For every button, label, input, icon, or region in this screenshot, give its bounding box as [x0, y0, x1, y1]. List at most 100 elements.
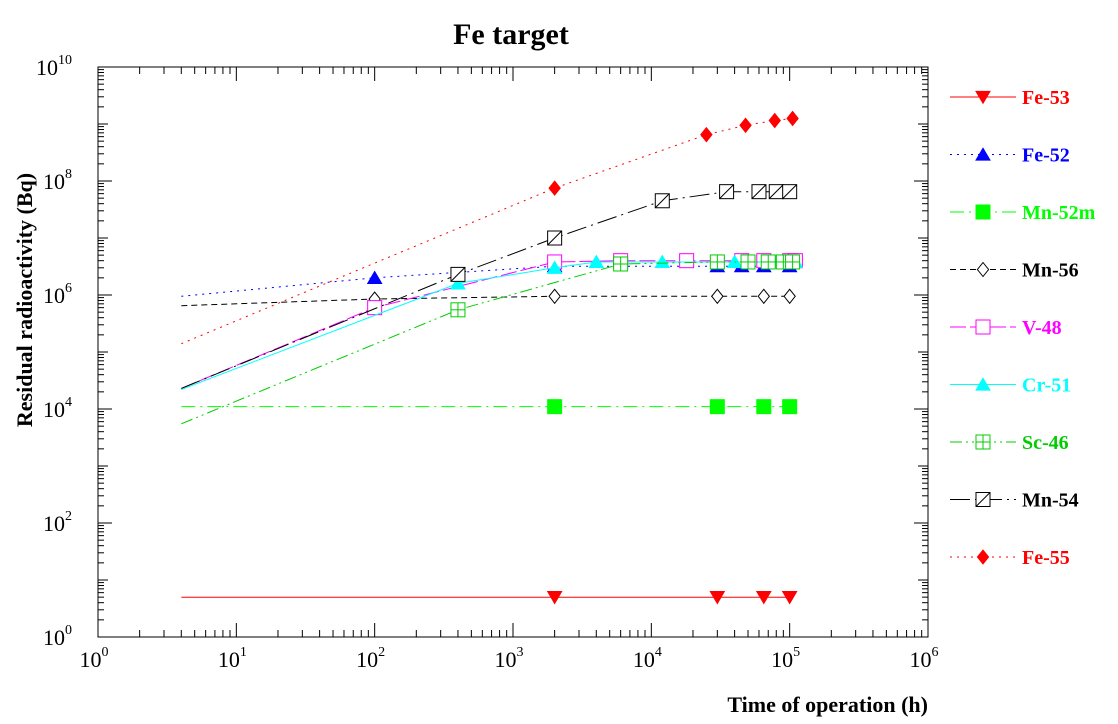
y-tick-label-exponent: 0 — [65, 623, 72, 638]
chart-title: Fe target — [453, 18, 569, 51]
data-point-marker — [786, 110, 799, 127]
series-mn-56 — [181, 288, 796, 307]
plot-area-frame — [97, 66, 929, 638]
x-tick-label: 100 — [80, 645, 109, 672]
y-tick-label-base: 10 — [43, 169, 65, 194]
data-point-marker — [654, 193, 670, 209]
y-tick-label-exponent: 4 — [65, 395, 72, 410]
x-tick-label-base: 10 — [910, 647, 932, 672]
series-line — [181, 260, 796, 389]
series-line — [181, 261, 793, 425]
legend-label: Cr-51 — [1022, 375, 1071, 397]
x-tick-label-base: 10 — [771, 647, 793, 672]
x-tick-label-base: 10 — [218, 647, 240, 672]
data-point-marker — [548, 288, 561, 305]
x-tick-label-exponent: 1 — [240, 645, 247, 660]
data-point-marker — [740, 254, 756, 270]
y-tick-label-exponent: 6 — [65, 281, 72, 296]
legend-item: Fe-55 — [950, 547, 1070, 569]
series-v-48 — [181, 253, 803, 389]
x-tick-label-base: 10 — [356, 647, 378, 672]
series-fe-55 — [181, 110, 799, 345]
data-point-marker — [975, 147, 991, 161]
y-tick-label-base: 10 — [43, 397, 65, 422]
x-tick-label-exponent: 2 — [378, 645, 385, 660]
data-point-marker — [719, 184, 735, 200]
x-tick-label-base: 10 — [80, 647, 102, 672]
y-tick-label: 104 — [43, 395, 72, 422]
data-point-marker — [546, 260, 563, 274]
legend-item: Mn-52m — [950, 202, 1096, 224]
data-point-marker — [781, 591, 798, 605]
data-point-marker — [757, 288, 771, 305]
legend-label: Mn-56 — [1022, 260, 1079, 282]
legend-label: Mn-54 — [1022, 490, 1079, 512]
legend: Fe-53 Fe-52 Mn-52m Mn-56 V-48 Cr-51 Sc-46 Mn-54… — [950, 87, 1096, 569]
data-point-marker — [975, 204, 991, 220]
data-point-marker — [654, 254, 671, 269]
data-point-marker — [768, 112, 781, 129]
x-tick-label-exponent: 4 — [655, 645, 662, 660]
series-cr-51 — [181, 254, 804, 390]
series-fe-53 — [181, 591, 798, 605]
data-point-marker — [975, 377, 991, 391]
y-tick-label: 1010 — [36, 53, 72, 80]
data-point-marker — [366, 270, 383, 284]
data-point-marker — [782, 184, 798, 200]
series-layer — [181, 110, 804, 605]
y-tick-label-base: 10 — [43, 625, 65, 650]
y-tick-label: 106 — [43, 281, 72, 308]
x-tick-label: 102 — [356, 645, 385, 672]
data-point-marker — [711, 288, 724, 305]
data-point-marker — [756, 399, 772, 415]
y-tick-label: 102 — [43, 509, 72, 536]
data-point-marker — [547, 399, 563, 415]
x-tick-label-base: 10 — [495, 647, 517, 672]
data-point-marker — [588, 254, 605, 269]
x-tick-label: 104 — [633, 645, 662, 672]
y-tick-label-base: 10 — [43, 511, 65, 536]
y-tick-label: 100 — [43, 623, 72, 650]
series-mn-54 — [181, 184, 798, 389]
series-sc-46 — [181, 254, 801, 425]
x-tick-label-base: 10 — [633, 647, 655, 672]
x-tick-label: 103 — [495, 645, 524, 672]
data-point-marker — [613, 256, 629, 272]
legend-item: Sc-46 — [950, 432, 1069, 454]
legend-label: Fe-55 — [1022, 547, 1070, 569]
data-point-marker — [367, 300, 383, 316]
data-point-marker — [760, 254, 776, 270]
legend-item: Mn-56 — [950, 260, 1079, 282]
legend-item: Fe-53 — [950, 87, 1070, 109]
legend-item: V-48 — [950, 317, 1062, 339]
y-tick-label-base: 10 — [36, 55, 58, 80]
data-point-marker — [546, 591, 563, 605]
x-axis-label: Time of operation (h) — [727, 692, 928, 717]
x-tick-label-exponent: 6 — [932, 645, 939, 660]
data-point-marker — [739, 117, 752, 134]
x-tick-label: 105 — [771, 645, 800, 672]
legend-item: Cr-51 — [950, 375, 1071, 397]
data-point-marker — [975, 434, 991, 450]
data-point-marker — [700, 126, 713, 143]
data-point-marker — [709, 591, 726, 605]
y-tick-label: 108 — [43, 167, 72, 194]
x-tick-label-exponent: 3 — [517, 645, 524, 660]
data-point-marker — [548, 180, 561, 196]
series-mn-52m — [181, 399, 798, 415]
data-point-marker — [976, 549, 990, 565]
legend-label: Fe-52 — [1022, 145, 1070, 167]
y-axis-label: Residual radioactivity (Bq) — [12, 173, 37, 427]
data-point-marker — [975, 492, 991, 507]
data-point-marker — [679, 253, 695, 269]
data-point-marker — [976, 261, 990, 278]
data-point-marker — [709, 254, 725, 270]
x-tick-label: 106 — [910, 645, 939, 672]
y-tick-label-exponent: 8 — [65, 167, 72, 182]
y-tick-label-base: 10 — [43, 283, 65, 308]
y-tick-label-exponent: 2 — [65, 509, 72, 524]
data-point-marker — [450, 276, 466, 290]
x-tick-label-exponent: 0 — [102, 645, 109, 660]
